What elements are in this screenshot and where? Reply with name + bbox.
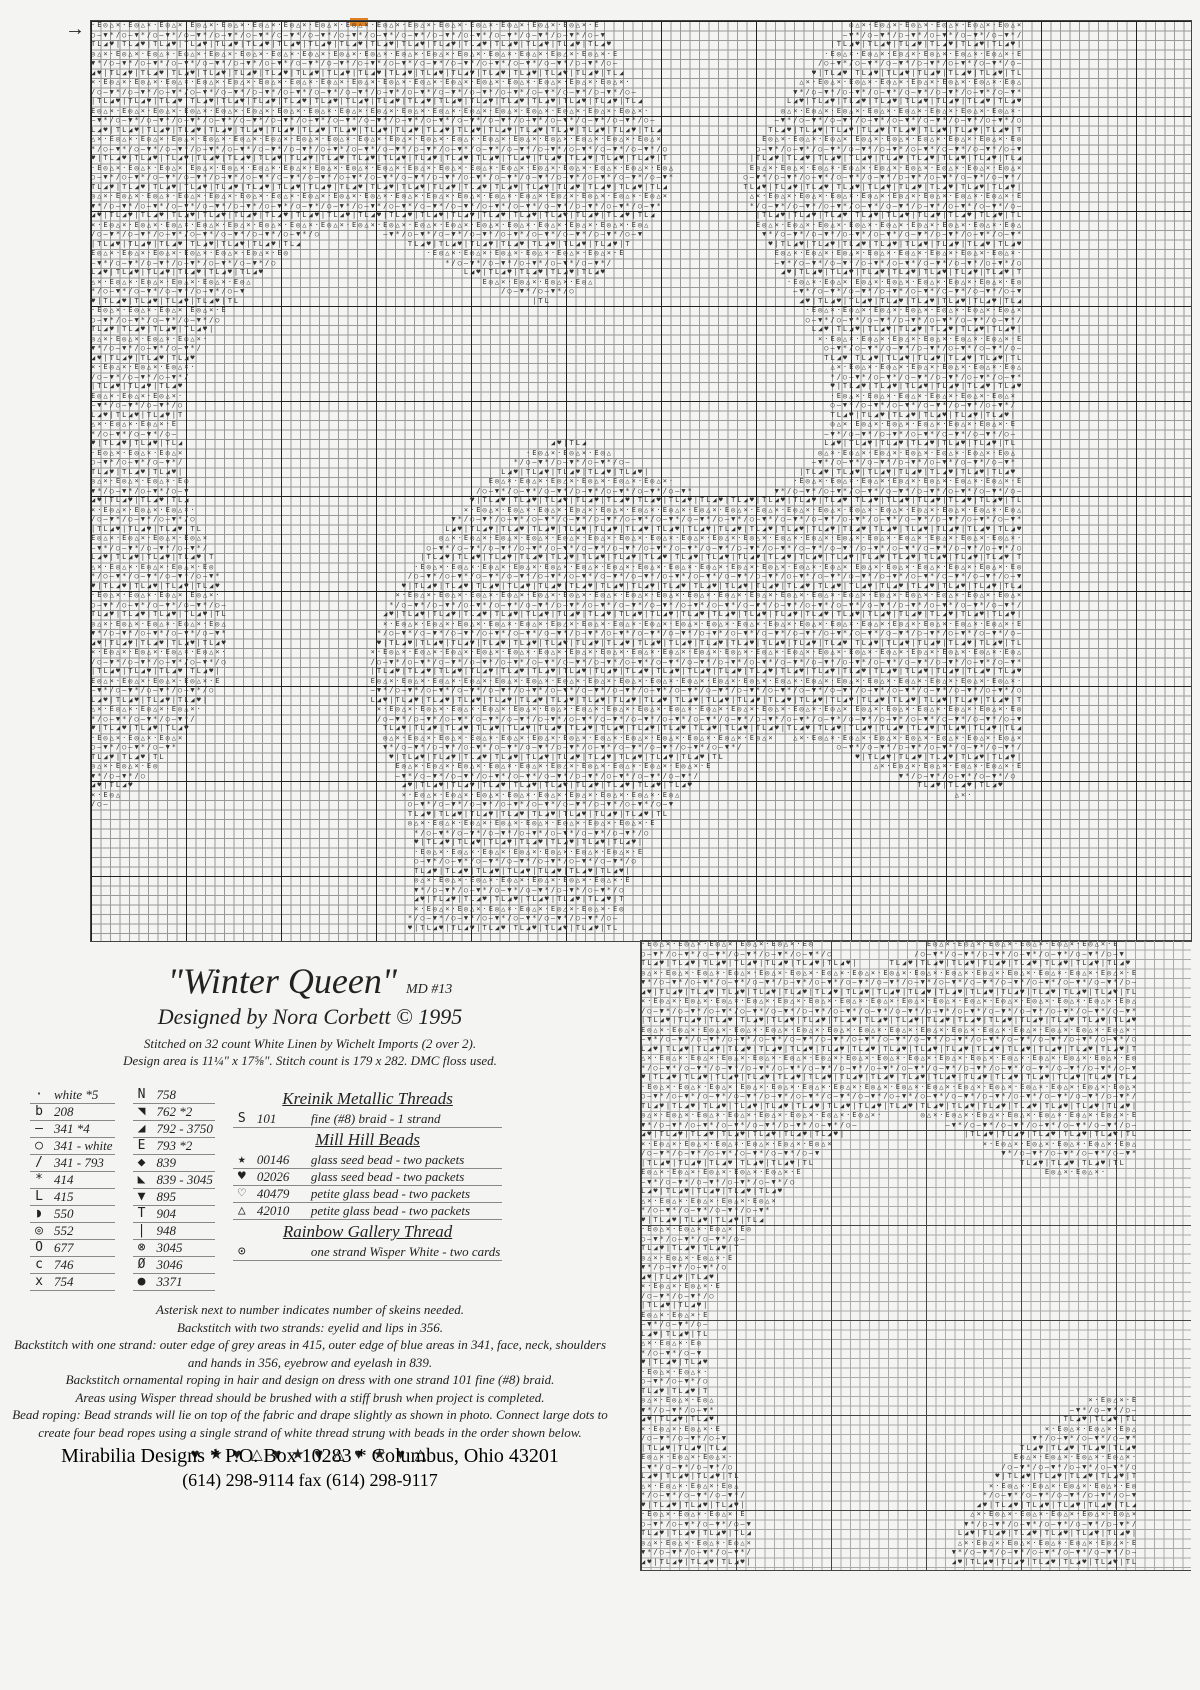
- thread-row: △42010petite glass bead - two packets: [233, 1203, 502, 1220]
- thread-row: S101fine (#8) braid - 1 strand: [233, 1111, 502, 1128]
- legend-row: ▼895: [133, 1189, 215, 1206]
- pattern-title: "Winter Queen" MD #13: [0, 960, 620, 1002]
- legend-row: ◎552: [30, 1223, 115, 1240]
- legend-row: N758: [133, 1087, 215, 1104]
- legend-row: *414: [30, 1172, 115, 1189]
- thread-row: ♡40479petite glass bead - two packets: [233, 1186, 502, 1203]
- legend-row: ·white *5: [30, 1087, 115, 1104]
- stitch-chart-lower: ·E◎△×·E◎△×·E◎△×·E◎△×·E◎△×·E◎ E◎△×·E◎△×·E…: [640, 940, 1191, 1571]
- legend-row: ◣839 - 3045: [133, 1172, 215, 1189]
- legend-row: E793 *2: [133, 1138, 215, 1155]
- legend-row: x754: [30, 1274, 115, 1291]
- thread-row: ⊙one strand Wisper White - two cards: [233, 1244, 502, 1261]
- legend-row: ○341 - white: [30, 1138, 115, 1155]
- stitch-chart-upper: ·E◎△×·E◎△×·E◎△×·E◎△×·E◎△×·E◎△×·E◎△×·E◎△×…: [90, 20, 1192, 942]
- title-text: "Winter Queen": [168, 961, 397, 1001]
- legend-row: O677: [30, 1240, 115, 1257]
- publisher-footer: Mirabilia Designs * P.O. Box 10283 * Col…: [0, 1445, 620, 1491]
- legend-row: c746: [30, 1257, 115, 1274]
- legend-col-1: ·white *5b208—341 *4○341 - white/341 - 7…: [30, 1087, 115, 1291]
- info-panel: "Winter Queen" MD #13 Designed by Nora C…: [0, 950, 620, 1466]
- legend-row: /341 - 793: [30, 1155, 115, 1172]
- legend-row: ◢792 - 3750: [133, 1121, 215, 1138]
- kreinik-list: S101fine (#8) braid - 1 strand: [233, 1111, 502, 1128]
- thread-row: ♥02026glass seed bead - two packets: [233, 1169, 502, 1186]
- byline: Designed by Nora Corbett © 1995: [0, 1004, 620, 1030]
- address: Mirabilia Designs * P.O. Box 10283 * Col…: [0, 1445, 620, 1468]
- legend-row: L415: [30, 1189, 115, 1206]
- legend-row: ⊗3045: [133, 1240, 215, 1257]
- legend-col-2: N758◥762 *2◢792 - 3750E793 *2◆839◣839 - …: [133, 1087, 215, 1291]
- legend-row: b208: [30, 1104, 115, 1121]
- rainbow-title: Rainbow Gallery Thread: [233, 1222, 502, 1242]
- thread-section: Kreinik Metallic Threads S101fine (#8) b…: [233, 1087, 502, 1291]
- kreinik-title: Kreinik Metallic Threads: [233, 1089, 502, 1109]
- symbol-overlay-lower: ·E◎△×·E◎△×·E◎△×·E◎△×·E◎△×·E◎ E◎△×·E◎△×·E…: [641, 940, 1191, 1570]
- row-arrow: →: [65, 18, 85, 41]
- note-2: Backstitch with two strands: eyelid and …: [6, 1319, 614, 1337]
- legend-row: T904: [133, 1206, 215, 1223]
- note-6: Bead roping: Bead strands will lie on to…: [6, 1406, 614, 1441]
- mill-list: ★00146glass seed bead - two packets♥0202…: [233, 1152, 502, 1220]
- legend-row: ◗550: [30, 1206, 115, 1223]
- legend-row: Ø3046: [133, 1257, 215, 1274]
- sub2: Design area is 11¼" x 17⅝". Stitch count…: [0, 1053, 620, 1069]
- phone: (614) 298-9114 fax (614) 298-9117: [0, 1470, 620, 1491]
- legend-row: —341 *4: [30, 1121, 115, 1138]
- rainbow-list: ⊙one strand Wisper White - two cards: [233, 1244, 502, 1261]
- thread-row: ★00146glass seed bead - two packets: [233, 1152, 502, 1169]
- instruction-notes: Asterisk next to number indicates number…: [6, 1301, 614, 1466]
- pattern-code: MD #13: [406, 982, 452, 997]
- legend-row: |948: [133, 1223, 215, 1240]
- legend-row: ◥762 *2: [133, 1104, 215, 1121]
- symbol-overlay-upper: ·E◎△×·E◎△×·E◎△×·E◎△×·E◎△×·E◎△×·E◎△×·E◎△×…: [91, 21, 1191, 941]
- note-4: Backstitch ornamental roping in hair and…: [6, 1371, 614, 1389]
- mill-title: Mill Hill Beads: [233, 1130, 502, 1150]
- legend-row: ◆839: [133, 1155, 215, 1172]
- note-1: Asterisk next to number indicates number…: [6, 1301, 614, 1319]
- legend-row: ●3371: [133, 1274, 215, 1291]
- note-3: Backstitch with one strand: outer edge o…: [6, 1336, 614, 1371]
- floss-legend: ·white *5b208—341 *4○341 - white/341 - 7…: [30, 1087, 620, 1291]
- note-5: Areas using Wisper thread should be brus…: [6, 1389, 614, 1407]
- sub1: Stitched on 32 count White Linen by Wich…: [0, 1036, 620, 1052]
